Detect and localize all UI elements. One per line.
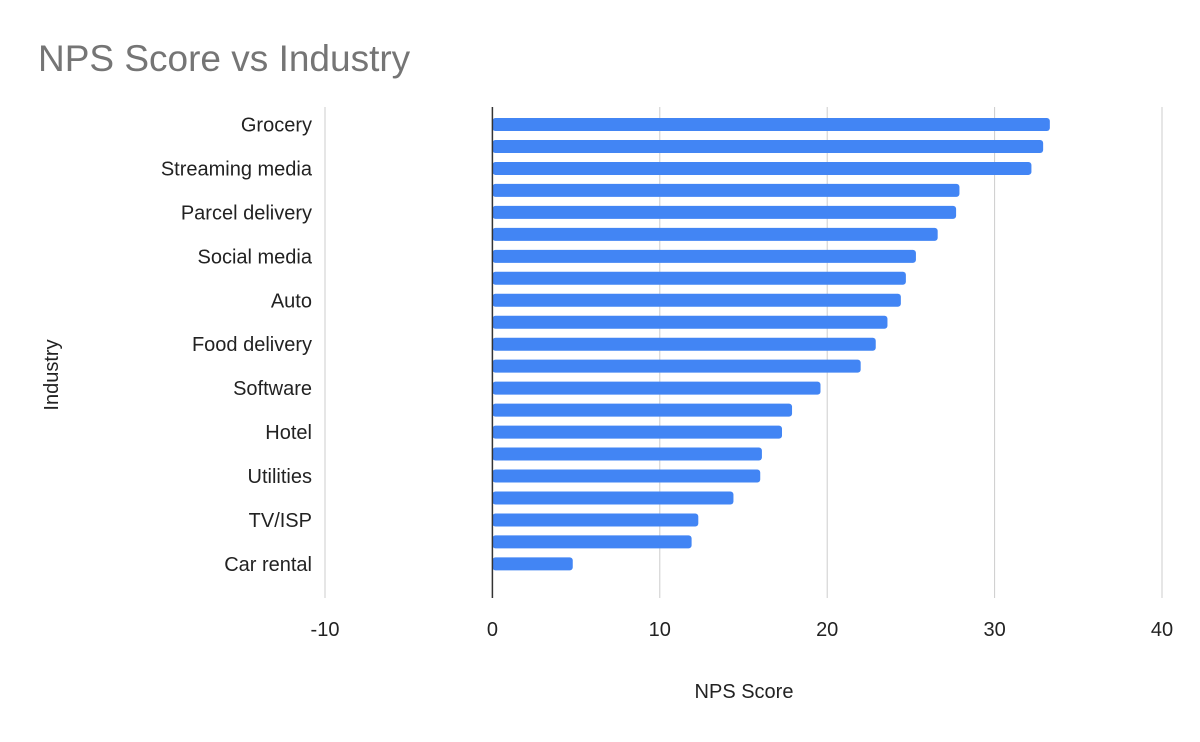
- x-axis-label: NPS Score: [695, 681, 794, 703]
- bar: [492, 271, 906, 285]
- bar: [492, 183, 960, 197]
- chart-title: NPS Score vs Industry: [38, 38, 411, 79]
- bars: [492, 118, 1050, 571]
- bar: [492, 161, 1032, 175]
- bar: [492, 315, 888, 329]
- bar: [492, 205, 957, 219]
- x-tick-label: 40: [1151, 619, 1173, 641]
- bar: [492, 118, 1050, 131]
- bar: [492, 447, 762, 461]
- bar: [492, 425, 783, 439]
- bar: [492, 469, 761, 483]
- x-tick-label: 30: [983, 619, 1005, 641]
- x-tick-label: 0: [487, 619, 498, 641]
- bar: [492, 337, 876, 351]
- category-label: Utilities: [248, 466, 312, 488]
- category-label: Software: [233, 378, 312, 400]
- category-labels: Grocery Streaming media Parcel delivery Soc…: [161, 115, 313, 576]
- category-label: Car rental: [224, 554, 312, 576]
- category-label: Streaming media: [161, 158, 313, 180]
- bar: [492, 557, 573, 571]
- bar: [492, 139, 1044, 153]
- bar: [492, 227, 938, 241]
- bar: [492, 491, 734, 505]
- bar: [492, 535, 692, 549]
- category-label: Food delivery: [192, 334, 312, 356]
- bar: [492, 381, 821, 395]
- bar: [492, 293, 901, 307]
- bar: [492, 249, 916, 263]
- category-label: Parcel delivery: [181, 202, 312, 224]
- category-label: TV/ISP: [249, 510, 312, 532]
- gridlines: [324, 107, 1163, 598]
- x-tick-label: -10: [311, 619, 340, 641]
- bar: [492, 359, 861, 373]
- category-label: Hotel: [265, 422, 312, 444]
- bar: [492, 403, 793, 417]
- x-tick-labels: -10 0 10 20 30 40: [311, 619, 1174, 641]
- x-tick-label: 10: [649, 619, 671, 641]
- category-label: Auto: [271, 290, 312, 312]
- bar: [492, 513, 699, 527]
- x-tick-label: 20: [816, 619, 838, 641]
- category-label: Social media: [197, 246, 312, 268]
- category-label: Grocery: [241, 115, 312, 137]
- y-axis-label: Industry: [41, 339, 63, 410]
